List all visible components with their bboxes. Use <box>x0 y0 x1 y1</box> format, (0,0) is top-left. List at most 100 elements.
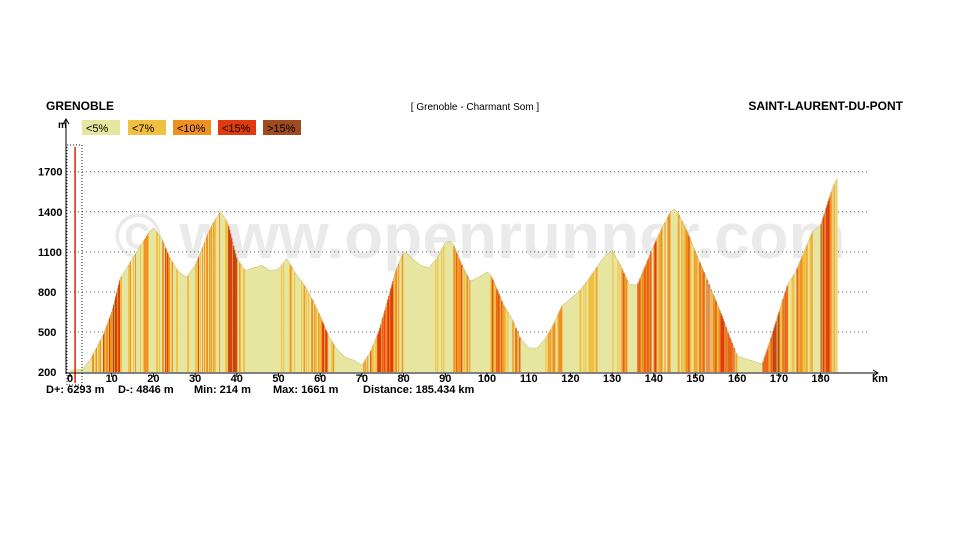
profile-band-377 <box>447 241 449 372</box>
profile-band-118 <box>188 274 190 372</box>
profile-band-757 <box>827 201 829 372</box>
profile-band-657 <box>727 332 729 372</box>
y-axis-unit: m <box>58 120 67 131</box>
profile-band-180 <box>250 268 252 372</box>
profile-band-74 <box>144 239 146 372</box>
profile-band-229 <box>299 278 301 372</box>
profile-band-359 <box>429 266 431 372</box>
profile-band-43 <box>113 304 115 372</box>
profile-band-68 <box>138 248 140 372</box>
profile-band-201 <box>271 270 273 372</box>
profile-band-109 <box>179 272 181 372</box>
profile-band-195 <box>265 267 267 372</box>
profile-band-192 <box>262 265 264 372</box>
profile-band-178 <box>248 269 250 372</box>
profile-band-462 <box>532 347 534 372</box>
y-tick-5: 1700 <box>38 167 62 179</box>
legend-label-2: <10% <box>177 123 206 135</box>
profile-band-471 <box>541 342 543 372</box>
profile-band-210 <box>280 266 282 372</box>
profile-band-212 <box>282 263 284 372</box>
profile-band-427 <box>497 291 499 372</box>
profile-band-366 <box>436 258 438 372</box>
profile-band-442 <box>512 320 514 372</box>
profile-band-273 <box>343 355 345 372</box>
profile-band-285 <box>355 361 357 372</box>
profile-band-564 <box>634 284 636 372</box>
profile-band-512 <box>582 286 584 372</box>
profile-band-303 <box>373 343 375 372</box>
profile-band-150 <box>220 212 222 372</box>
profile-band-38 <box>108 320 110 372</box>
profile-band-547 <box>617 260 619 372</box>
profile-band-435 <box>505 308 507 372</box>
profile-band-101 <box>171 260 173 372</box>
profile-band-110 <box>180 273 182 372</box>
profile-band-271 <box>341 353 343 372</box>
profile-band-456 <box>526 345 528 372</box>
profile-band-546 <box>616 259 618 372</box>
profile-band-698 <box>768 343 770 372</box>
profile-band-720 <box>790 279 792 372</box>
profile-band-168 <box>238 261 240 372</box>
profile-band-208 <box>278 268 280 372</box>
profile-band-51 <box>121 276 123 372</box>
profile-band-762 <box>832 186 834 372</box>
legend-label-0: <5% <box>86 123 109 135</box>
profile-band-237 <box>307 291 309 372</box>
profile-band-23 <box>93 353 95 372</box>
profile-band-485 <box>555 319 557 372</box>
profile-band-393 <box>463 268 465 372</box>
profile-band-369 <box>439 253 441 372</box>
profile-band-247 <box>317 310 319 372</box>
profile-band-585 <box>655 240 657 372</box>
profile-band-526 <box>596 267 598 372</box>
profile-band-26 <box>96 347 98 372</box>
profile-band-98 <box>168 254 170 372</box>
legend-swatch-1 <box>128 120 166 135</box>
profile-band-117 <box>187 275 189 372</box>
profile-band-130 <box>200 251 202 372</box>
profile-band-81 <box>151 229 153 372</box>
profile-band-498 <box>568 300 570 372</box>
profile-band-60 <box>130 261 132 372</box>
x-tick-5: 50 <box>272 373 284 385</box>
profile-band-316 <box>386 303 388 372</box>
profile-band-483 <box>553 323 555 372</box>
profile-band-586 <box>656 238 658 372</box>
profile-band-87 <box>157 233 159 372</box>
profile-band-617 <box>687 233 689 372</box>
profile-band-653 <box>723 321 725 372</box>
profile-band-416 <box>486 272 488 372</box>
profile-band-551 <box>621 268 623 372</box>
profile-band-121 <box>191 270 193 372</box>
profile-band-155 <box>225 219 227 372</box>
profile-band-48 <box>118 284 120 372</box>
profile-band-198 <box>268 269 270 372</box>
profile-band-484 <box>554 321 556 372</box>
profile-band-620 <box>690 241 692 372</box>
profile-band-702 <box>772 330 774 372</box>
profile-band-716 <box>786 286 788 372</box>
profile-band-332 <box>402 253 404 372</box>
profile-band-381 <box>451 243 453 372</box>
profile-band-286 <box>356 362 358 372</box>
profile-band-290 <box>360 364 362 372</box>
profile-band-628 <box>698 260 700 372</box>
profile-band-202 <box>272 270 274 372</box>
profile-band-525 <box>595 268 597 372</box>
profile-band-378 <box>448 241 450 372</box>
profile-band-207 <box>277 269 279 372</box>
profile-band-693 <box>763 358 765 372</box>
profile-band-531 <box>601 259 603 372</box>
profile-band-245 <box>315 306 317 372</box>
profile-band-321 <box>391 284 393 372</box>
profile-band-467 <box>537 347 539 372</box>
x-tick-3: 30 <box>189 373 201 385</box>
legend-label-3: <15% <box>222 123 251 135</box>
profile-band-611 <box>681 221 683 372</box>
profile-band-409 <box>479 276 481 372</box>
profile-band-289 <box>359 363 361 372</box>
profile-band-34 <box>104 331 106 372</box>
profile-band-312 <box>382 317 384 372</box>
